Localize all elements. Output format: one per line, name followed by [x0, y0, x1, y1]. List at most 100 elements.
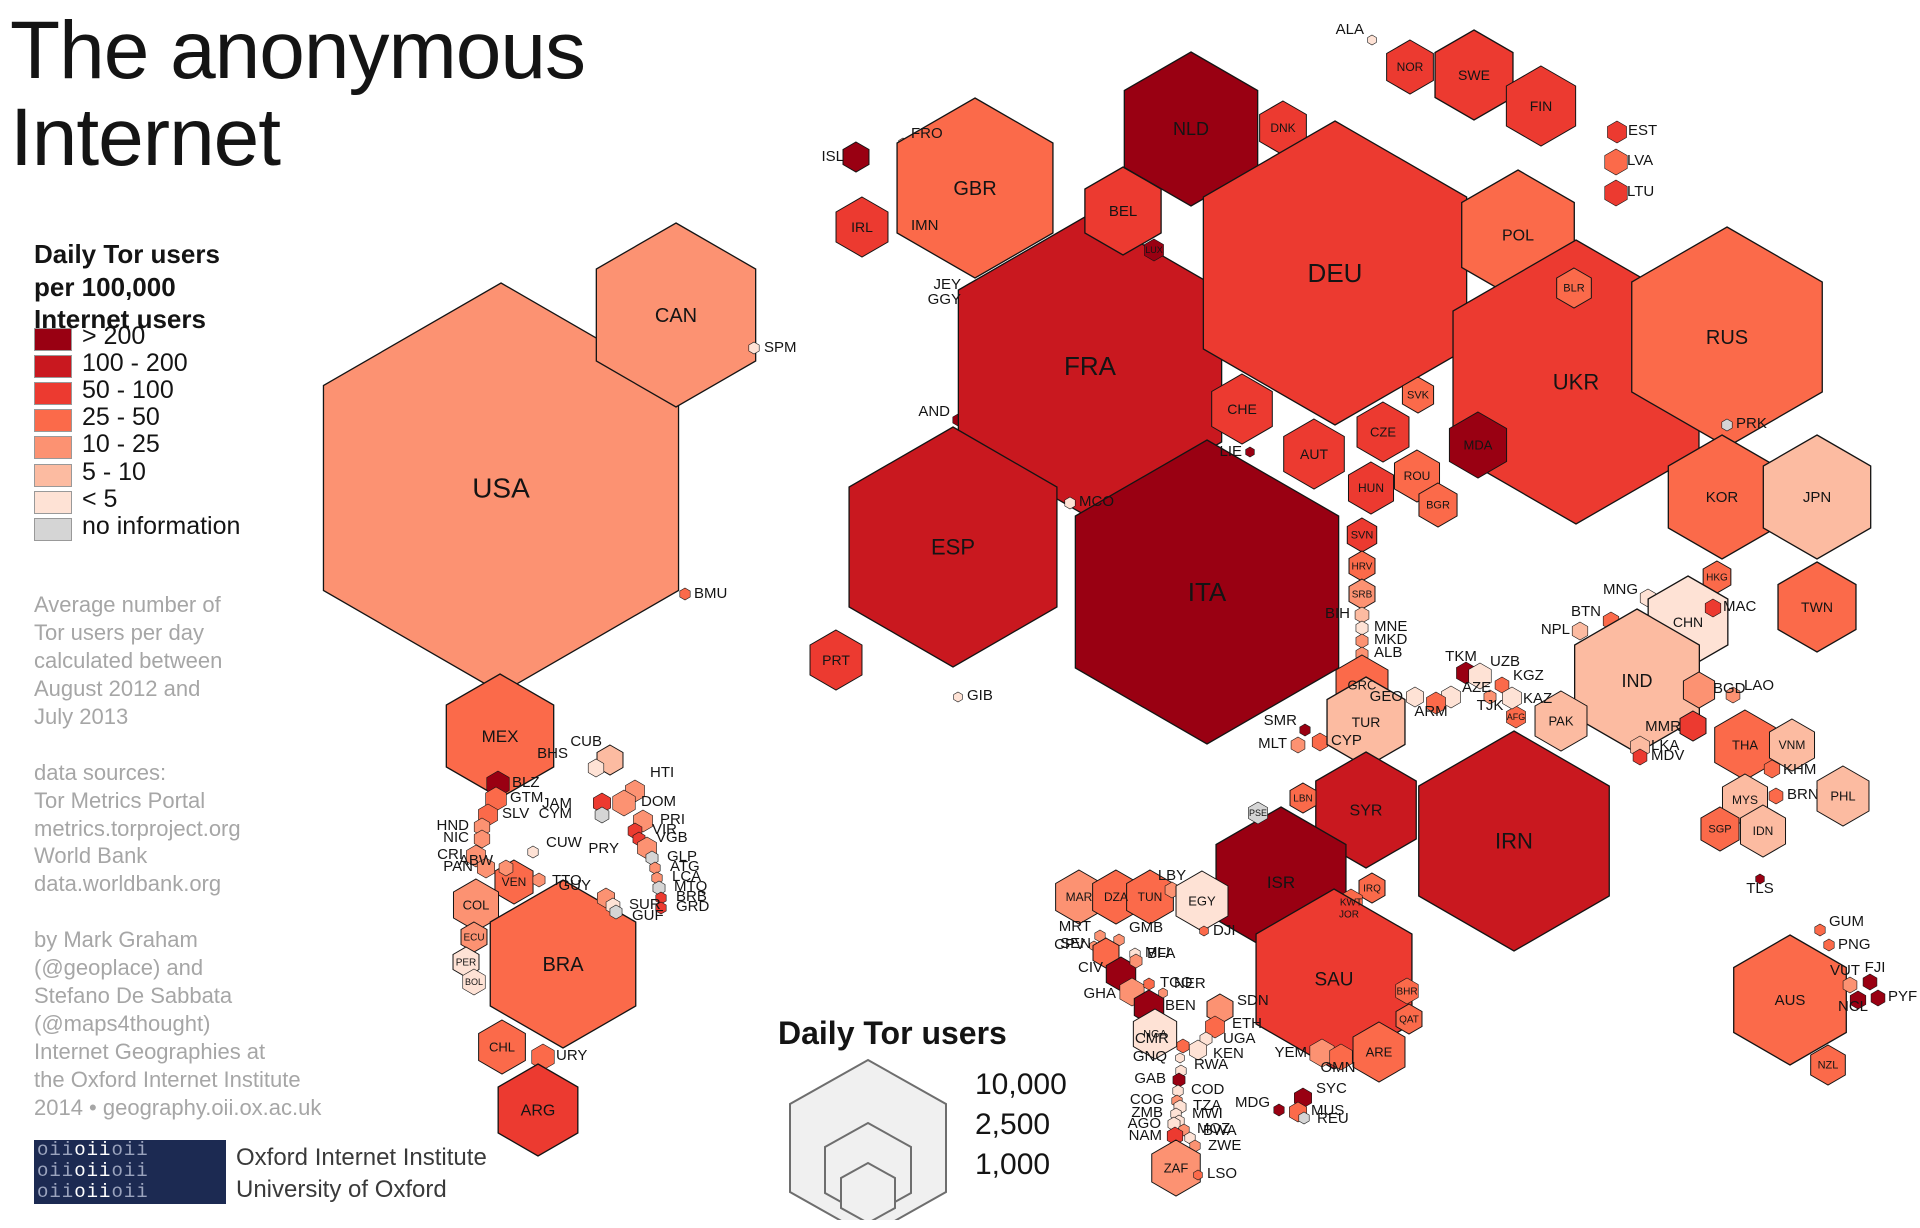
- svg-text:KWT: KWT: [1340, 897, 1362, 908]
- svg-text:SVN: SVN: [1351, 530, 1374, 542]
- svg-text:HTI: HTI: [650, 764, 674, 781]
- svg-text:LVA: LVA: [1627, 152, 1653, 169]
- svg-text:RUS: RUS: [1706, 327, 1748, 349]
- svg-text:NLD: NLD: [1173, 119, 1209, 139]
- svg-text:FJI: FJI: [1865, 959, 1886, 976]
- svg-text:LTU: LTU: [1627, 183, 1654, 200]
- svg-text:JPN: JPN: [1803, 489, 1831, 506]
- svg-text:COD: COD: [1191, 1081, 1225, 1098]
- svg-text:POL: POL: [1502, 227, 1534, 244]
- svg-text:GBR: GBR: [953, 178, 996, 200]
- svg-text:GEO: GEO: [1370, 688, 1403, 705]
- svg-text:AUT: AUT: [1300, 446, 1328, 462]
- svg-text:SDN: SDN: [1237, 992, 1269, 1009]
- svg-text:CHN: CHN: [1673, 614, 1703, 630]
- svg-text:CHE: CHE: [1227, 401, 1257, 417]
- svg-text:PRY: PRY: [588, 840, 619, 857]
- svg-text:USA: USA: [472, 473, 530, 504]
- svg-text:MDA: MDA: [1464, 437, 1493, 452]
- svg-text:TUN: TUN: [1138, 890, 1163, 904]
- svg-text:GGY: GGY: [928, 291, 961, 308]
- svg-text:IMN: IMN: [911, 217, 939, 234]
- svg-text:SYC: SYC: [1316, 1080, 1347, 1097]
- svg-text:ABW: ABW: [459, 852, 494, 869]
- svg-text:AUS: AUS: [1775, 992, 1806, 1009]
- svg-text:FRO: FRO: [911, 125, 943, 142]
- svg-text:IRQ: IRQ: [1363, 883, 1381, 894]
- svg-text:PHL: PHL: [1830, 788, 1855, 803]
- svg-text:VUT: VUT: [1830, 962, 1860, 979]
- svg-text:BRA: BRA: [542, 954, 584, 976]
- svg-text:MAR: MAR: [1066, 890, 1093, 904]
- svg-text:SLV: SLV: [502, 805, 529, 822]
- svg-text:URY: URY: [556, 1047, 587, 1064]
- svg-text:IRN: IRN: [1495, 829, 1533, 854]
- svg-text:BRN: BRN: [1787, 786, 1819, 803]
- svg-text:BLR: BLR: [1563, 283, 1584, 295]
- svg-text:SEN: SEN: [1060, 935, 1091, 952]
- svg-text:PSE: PSE: [1249, 808, 1267, 818]
- svg-text:MDV: MDV: [1651, 747, 1684, 764]
- svg-text:PYF: PYF: [1888, 988, 1917, 1005]
- svg-text:BTN: BTN: [1571, 603, 1601, 620]
- svg-text:FRA: FRA: [1064, 351, 1117, 381]
- svg-text:LIE: LIE: [1219, 443, 1242, 460]
- svg-text:ARM: ARM: [1414, 703, 1447, 720]
- svg-text:TKM: TKM: [1445, 648, 1477, 665]
- svg-text:COL: COL: [463, 897, 490, 912]
- svg-text:NOR: NOR: [1397, 60, 1424, 74]
- svg-text:GNQ: GNQ: [1133, 1048, 1167, 1065]
- svg-text:DZA: DZA: [1104, 890, 1128, 904]
- svg-text:CIV: CIV: [1078, 959, 1103, 976]
- svg-text:SGP: SGP: [1708, 824, 1731, 836]
- svg-text:SMR: SMR: [1264, 712, 1298, 729]
- svg-text:SWE: SWE: [1458, 67, 1490, 83]
- svg-text:ISL: ISL: [821, 148, 844, 165]
- svg-text:ZAF: ZAF: [1164, 1160, 1189, 1175]
- svg-text:REU: REU: [1317, 1110, 1349, 1127]
- svg-text:CYP: CYP: [1331, 732, 1362, 749]
- svg-text:MAC: MAC: [1723, 598, 1757, 615]
- svg-text:ESP: ESP: [931, 535, 975, 560]
- svg-text:GHA: GHA: [1083, 985, 1116, 1002]
- svg-text:MNG: MNG: [1603, 581, 1638, 598]
- svg-text:GMB: GMB: [1129, 919, 1163, 936]
- svg-text:DNK: DNK: [1270, 121, 1295, 135]
- svg-text:IND: IND: [1622, 671, 1653, 691]
- svg-text:PER: PER: [456, 957, 477, 968]
- svg-text:HUN: HUN: [1358, 481, 1384, 495]
- svg-text:TTO: TTO: [552, 872, 582, 889]
- svg-text:DOM: DOM: [641, 793, 676, 810]
- svg-text:GAB: GAB: [1134, 1070, 1166, 1087]
- svg-text:NIC: NIC: [443, 829, 469, 846]
- svg-text:AFG: AFG: [1507, 712, 1526, 722]
- svg-text:ECU: ECU: [463, 932, 484, 943]
- svg-text:GUM: GUM: [1829, 913, 1864, 930]
- svg-text:ARE: ARE: [1366, 1044, 1393, 1059]
- svg-text:BGR: BGR: [1426, 500, 1450, 512]
- svg-text:IDN: IDN: [1753, 824, 1774, 838]
- svg-text:PRK: PRK: [1736, 415, 1767, 432]
- svg-text:BFA: BFA: [1147, 945, 1175, 962]
- svg-text:HRV: HRV: [1352, 561, 1373, 572]
- svg-text:LSO: LSO: [1207, 1165, 1237, 1182]
- svg-text:PAK: PAK: [1548, 713, 1573, 728]
- svg-text:SVK: SVK: [1407, 390, 1430, 402]
- svg-text:GRD: GRD: [676, 898, 710, 915]
- svg-text:LBY: LBY: [1158, 867, 1186, 884]
- svg-text:KAZ: KAZ: [1523, 690, 1552, 707]
- svg-text:QAT: QAT: [1399, 1014, 1419, 1025]
- svg-text:EST: EST: [1628, 122, 1657, 139]
- svg-text:SRB: SRB: [1352, 589, 1373, 600]
- svg-text:BIH: BIH: [1325, 605, 1350, 622]
- svg-text:BEL: BEL: [1109, 203, 1137, 220]
- svg-text:NZL: NZL: [1818, 1060, 1839, 1072]
- svg-text:LAO: LAO: [1744, 677, 1774, 694]
- svg-text:MDG: MDG: [1235, 1094, 1270, 1111]
- svg-text:CZE: CZE: [1370, 424, 1396, 439]
- svg-text:PNG: PNG: [1838, 936, 1871, 953]
- svg-text:GUF: GUF: [632, 907, 664, 924]
- svg-text:NCL: NCL: [1838, 998, 1868, 1015]
- svg-text:MRT: MRT: [1059, 918, 1091, 935]
- svg-text:TJK: TJK: [1477, 697, 1504, 714]
